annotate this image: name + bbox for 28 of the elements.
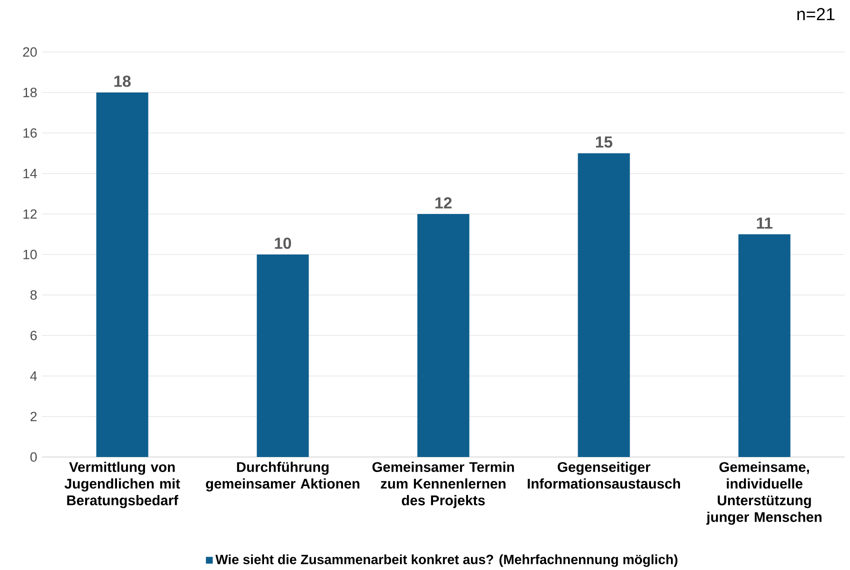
x-tick-label: Gemeinsamer Termin zum Kennenlernen des Projekts [372,462,514,508]
text: n=21 [797,8,834,20]
legend-label: Wie sieht die Zusammenarbeit konkret aus? (Mehrfachnennung möglich) [215,554,678,567]
x-tick-label: Gegenseitiger Informationsaustausch [528,462,680,489]
y-tick-label: 10 [23,250,37,260]
y-tick-label: 0 [30,452,37,462]
x-tick-label: Vermittlung von Jugendlichen mit Beratungsbedarf [64,462,180,508]
data-label: 12 [435,197,452,208]
data-label: 15 [596,136,612,148]
bar [578,153,630,457]
y-tick-label: 8 [30,290,37,300]
y-tick-label: 14 [23,168,37,178]
y-tick-label: 18 [23,88,37,98]
bar [417,214,470,457]
y-tick-label: 2 [30,412,37,422]
bar [96,92,148,457]
bar [256,254,309,457]
data-label: 18 [114,76,131,87]
y-tick-label: 16 [23,128,37,138]
data-label: 11 [756,218,772,229]
y-tick-label: 4 [30,371,37,381]
x-tick-label: Durchführung gemeinsamer Aktionen [206,462,360,492]
bar [738,234,790,457]
data-label: 10 [274,238,292,249]
y-tick-label: 20 [23,47,37,57]
y-tick-label: 12 [23,209,37,219]
y-tick-label: 6 [30,330,37,340]
x-tick-label: Gemeinsame, individuelle Unterstützung junger Menschen [706,462,822,525]
